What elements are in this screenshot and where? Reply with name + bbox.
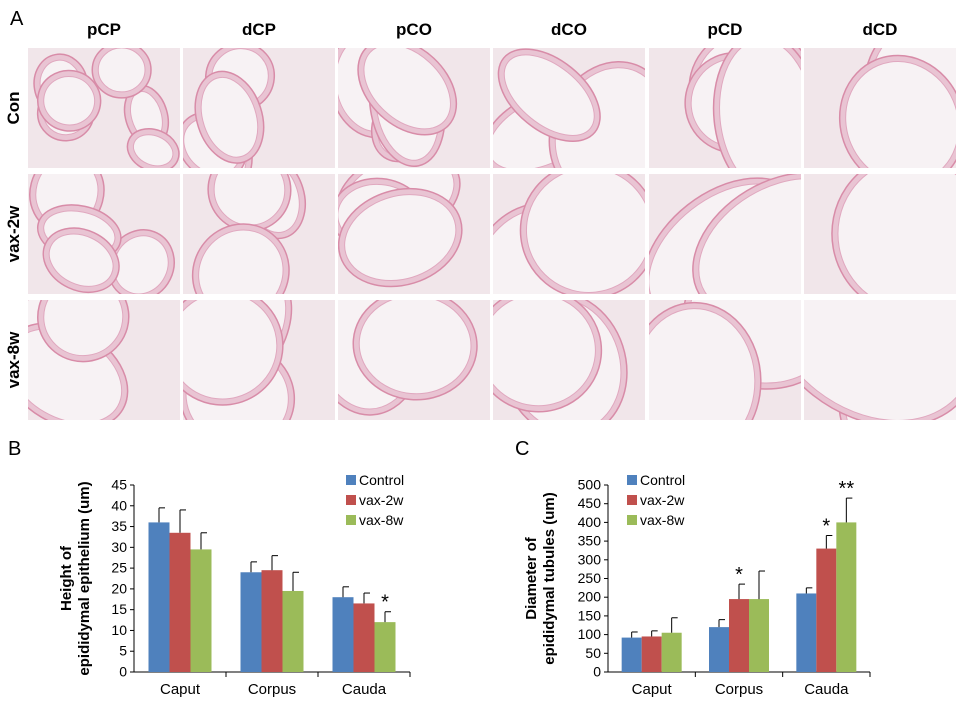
- column-header-pcd: pCD: [707, 20, 743, 39]
- y-tick-label: 15: [111, 601, 127, 617]
- bar-control-corpus: [709, 627, 729, 672]
- y-axis-label-line1: Diameter of: [523, 536, 540, 620]
- y-tick-label: 5: [119, 643, 127, 659]
- bar-vax-8w-cauda: [374, 622, 396, 672]
- legend-label-vax-8w: vax-8w: [640, 512, 685, 528]
- y-tick-label: 100: [578, 626, 602, 642]
- x-tick-label: Corpus: [715, 681, 763, 698]
- micrograph-vax-2w-dco: [493, 174, 645, 294]
- legend-label-vax-8w: vax-8w: [359, 512, 404, 528]
- column-header-pco: pCO: [396, 20, 432, 39]
- legend-swatch-vax-2w: [627, 495, 637, 505]
- y-axis-label-line1: Height of: [58, 545, 75, 611]
- micrograph-con-dcp: [183, 48, 335, 168]
- bar-vax-2w-cauda: [816, 548, 837, 672]
- y-axis-label: Height of epididymal epithelium (um): [58, 481, 93, 675]
- bar-vax-2w-caput: [169, 532, 191, 672]
- y-tick-label: 25: [111, 560, 127, 576]
- y-axis-label-line2: epididymal tubules (um): [541, 492, 558, 665]
- legend-label-control: Control: [359, 472, 404, 488]
- bar-control-cauda: [332, 597, 354, 672]
- micrograph-con-pco: [338, 48, 490, 168]
- chart-b-epithelium-height: 0 5 10 15 20 25 30 35 40 45 Caput Corpus Cauda * Heigh…: [58, 472, 411, 698]
- bar-control-caput: [148, 522, 170, 672]
- legend-label-control: Control: [640, 472, 685, 488]
- panel-c-label: C: [515, 438, 530, 460]
- column-header-dcp: dCP: [242, 20, 276, 39]
- micrograph-vax-2w-pcp: [28, 174, 180, 294]
- micrograph-vax-2w-dcd: [804, 174, 956, 294]
- y-tick-label: 500: [578, 477, 602, 493]
- micrograph-con-pcd: [649, 48, 801, 168]
- legend-swatch-vax-2w: [346, 495, 356, 505]
- y-tick-label: 350: [578, 533, 602, 549]
- y-tick-label: 45: [111, 477, 127, 493]
- y-tick-label: 0: [593, 664, 601, 680]
- micrograph-vax-8w-dcd: [804, 300, 956, 420]
- bar-control-cauda: [796, 593, 817, 672]
- bar-vax-8w-caput: [190, 549, 212, 672]
- significance-marker: *: [822, 515, 830, 537]
- micrograph-con-pcp: [28, 48, 180, 168]
- micrograph-vax-2w-pcd: [649, 174, 801, 294]
- row-header-vax-8w: vax-8w: [4, 331, 23, 389]
- row-header-vax-2w: vax-2w: [4, 205, 23, 263]
- legend-swatch-control: [346, 475, 356, 485]
- bar-vax-2w-corpus: [729, 599, 749, 672]
- y-tick-label: 400: [578, 514, 602, 530]
- x-tick-label: Corpus: [248, 681, 296, 698]
- significance-marker: *: [381, 592, 389, 614]
- y-axis-label-line2: epididymal epithelium (um): [76, 481, 93, 675]
- micrograph-vax-2w-dcp: [183, 174, 335, 294]
- legend-swatch-vax-8w: [346, 515, 356, 525]
- micrograph-vax-8w-dcp: [183, 300, 335, 420]
- bar-vax-8w-cauda: [836, 522, 857, 672]
- chart-c-tubule-diameter: 0 50 100 150 200 250 300 350 400 450 500 Caput Corpu…: [523, 472, 871, 698]
- y-tick-label: 30: [111, 539, 127, 555]
- y-tick-label: 0: [119, 664, 127, 680]
- significance-marker: *: [735, 564, 743, 586]
- x-tick-label: Caput: [632, 681, 673, 698]
- bar-vax-2w-cauda: [353, 603, 375, 672]
- y-axis-label: Diameter of epididymal tubules (um): [523, 492, 558, 665]
- y-tick-label: 250: [578, 570, 602, 586]
- y-tick-label: 450: [578, 495, 602, 511]
- panel-a-label: A: [10, 8, 24, 30]
- bar-vax-2w-caput: [641, 636, 662, 672]
- significance-marker: **: [839, 478, 855, 500]
- x-tick-label: Cauda: [804, 681, 849, 698]
- x-tick-label: Caput: [160, 681, 201, 698]
- x-tick-label: Cauda: [342, 681, 387, 698]
- panel-b-label: B: [8, 438, 22, 460]
- bar-vax-8w-corpus: [749, 599, 769, 672]
- bar-control-corpus: [240, 572, 262, 672]
- y-tick-label: 50: [585, 645, 601, 661]
- legend-label-vax-2w: vax-2w: [640, 492, 685, 508]
- bar-vax-2w-corpus: [261, 570, 283, 672]
- column-header-pcp: pCP: [87, 20, 121, 39]
- y-tick-label: 150: [578, 607, 602, 623]
- micrograph-vax-8w-pco: [338, 300, 490, 420]
- micrograph-vax-2w-pco: [338, 174, 490, 294]
- y-tick-label: 300: [578, 551, 602, 567]
- bar-control-caput: [621, 637, 642, 672]
- micrograph-vax-8w-pcp: [28, 300, 180, 420]
- y-tick-label: 20: [111, 580, 127, 596]
- column-header-dco: dCO: [551, 20, 587, 39]
- y-tick-label: 200: [578, 589, 602, 605]
- legend-swatch-control: [627, 475, 637, 485]
- bar-vax-8w-corpus: [282, 590, 304, 672]
- bar-vax-8w-caput: [661, 632, 682, 672]
- column-header-dcd: dCD: [862, 20, 898, 39]
- legend-swatch-vax-8w: [627, 515, 637, 525]
- row-header-con: Con: [4, 91, 23, 125]
- y-tick-label: 10: [111, 622, 127, 638]
- y-tick-label: 35: [111, 518, 127, 534]
- micrograph-vax-8w-dco: [493, 300, 645, 420]
- micrograph-con-dco: [493, 48, 645, 168]
- micrograph-vax-8w-pcd: [649, 300, 801, 420]
- y-tick-label: 40: [111, 497, 127, 513]
- legend-label-vax-2w: vax-2w: [359, 492, 404, 508]
- micrograph-con-dcd: [804, 48, 956, 168]
